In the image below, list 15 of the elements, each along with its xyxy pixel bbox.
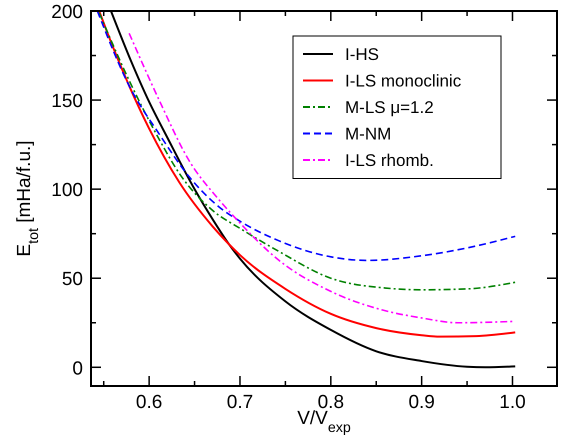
x-axis-title: V/V$_{exp}$: [297, 408, 351, 436]
y-tick-label: 0: [72, 358, 83, 380]
legend-label: I-LS monoclinic: [345, 72, 462, 90]
legend-label: M-NM: [345, 124, 392, 144]
y-tick-label: 50: [62, 269, 83, 290]
legend-label: I-HS: [345, 45, 379, 64]
y-tick-label: 200: [51, 2, 83, 23]
legend-label: M-LS μ=1.2: [345, 98, 434, 117]
x-tick-label: 1.0: [499, 392, 526, 413]
legend-label: I-LS rhomb.: [345, 151, 434, 170]
x-tick-label: 0.9: [408, 392, 435, 413]
y-tick-label: 150: [51, 91, 83, 112]
x-tick-label: 0.7: [226, 392, 254, 413]
y-tick-label: 100: [51, 180, 83, 202]
x-tick-label: 0.6: [136, 392, 162, 413]
